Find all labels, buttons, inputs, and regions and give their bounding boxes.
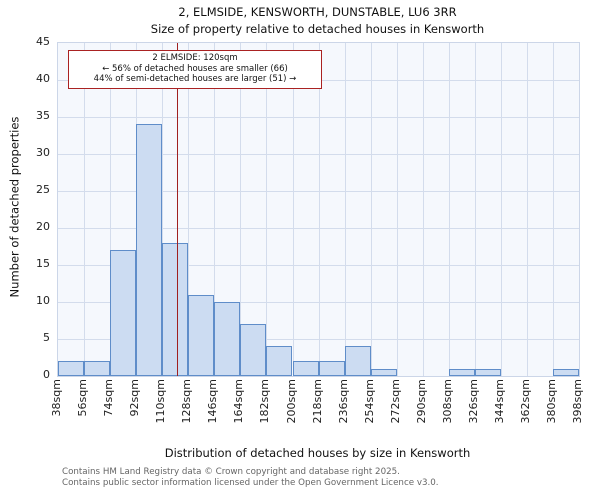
x-tick-label: 110sqm [154,379,168,424]
x-tick-label: 200sqm [284,379,298,424]
y-tick-label: 20 [36,220,50,233]
chart-subtitle: Size of property relative to detached ho… [150,22,485,36]
histogram-bar [214,302,241,376]
gridline-vertical [526,43,528,376]
annotation-property: 2 ELMSIDE: 120sqm [152,53,238,63]
footer-licence: Contains public sector information licen… [62,478,439,488]
x-tick-label: 344sqm [492,379,506,424]
y-tick-label: 15 [36,257,50,270]
gridline-vertical [162,43,164,376]
x-tick-label: 236sqm [336,379,350,424]
x-tick-label: 56sqm [76,379,89,417]
gridline-vertical [188,43,190,376]
property-size-marker-line [176,43,179,376]
x-tick-label: 146sqm [206,379,220,424]
x-axis-label: Distribution of detached houses by size … [164,446,471,460]
histogram-bar [84,361,111,376]
x-tick-label: 380sqm [545,379,558,424]
y-axis-label: Number of detached properties [7,116,22,298]
x-tick-label: 272sqm [388,379,402,424]
histogram-bar [188,294,215,376]
y-tick-label: 40 [36,72,50,85]
x-tick-label: 308sqm [440,379,454,424]
histogram-bar [266,346,293,376]
plot-area: 2 ELMSIDE: 120sqm ← 56% of detached hous… [57,42,580,377]
histogram-bar [240,324,267,376]
x-tick-label: 128sqm [180,379,194,424]
annotation-larger: 44% of semi-detached houses are larger (… [93,74,297,84]
histogram-bar [552,368,579,376]
x-tick-label: 218sqm [310,379,324,424]
gridline-vertical [552,43,554,376]
footer-copyright: Contains HM Land Registry data © Crown c… [62,467,400,477]
histogram-bar [318,361,345,376]
gridline-vertical [422,43,424,376]
x-tick-label: 38sqm [50,379,63,417]
y-tick-label: 30 [36,146,50,159]
x-tick-label: 182sqm [258,379,272,424]
y-tick-label: 35 [36,109,50,122]
gridline-vertical [214,43,216,376]
x-tick-label: 164sqm [232,379,246,424]
histogram-bar [136,124,163,376]
gridline-vertical [318,43,320,376]
x-tick-label: 92sqm [128,379,142,417]
y-tick-label: 45 [36,35,50,48]
x-tick-label: 326sqm [466,379,480,424]
x-tick-label: 362sqm [518,379,532,424]
gridline-vertical [396,43,398,376]
annotation-smaller: ← 56% of detached houses are smaller (66… [102,63,288,74]
x-tick-label: 74sqm [102,379,116,417]
histogram-bar [162,242,189,376]
histogram-bar [292,361,319,376]
gridline-vertical [344,43,346,376]
chart-title: 2, ELMSIDE, KENSWORTH, DUNSTABLE, LU6 3R… [178,5,457,19]
annotation-box: 2 ELMSIDE: 120sqm ← 56% of detached hous… [68,50,322,89]
gridline-vertical [292,43,294,376]
x-tick-label: 254sqm [362,379,376,424]
histogram-bar [370,368,397,376]
histogram-bar [344,346,371,376]
histogram-bar [110,250,137,376]
y-tick-label: 5 [43,331,50,344]
gridline-vertical [266,43,268,376]
histogram-bar [448,368,475,376]
x-tick-label: 290sqm [414,379,428,424]
gridline-vertical [500,43,502,376]
gridline-vertical [448,43,450,376]
y-tick-label: 10 [36,294,50,307]
gridline-vertical [110,43,112,376]
histogram-bar [58,361,85,376]
y-tick-label: 0 [43,368,50,381]
y-tick-label: 25 [36,183,50,196]
gridline-vertical [370,43,372,376]
gridline-vertical [474,43,476,376]
histogram-bar [474,368,501,376]
gridline-vertical [240,43,242,376]
gridline-vertical [84,43,86,376]
x-tick-label: 398sqm [571,379,584,424]
